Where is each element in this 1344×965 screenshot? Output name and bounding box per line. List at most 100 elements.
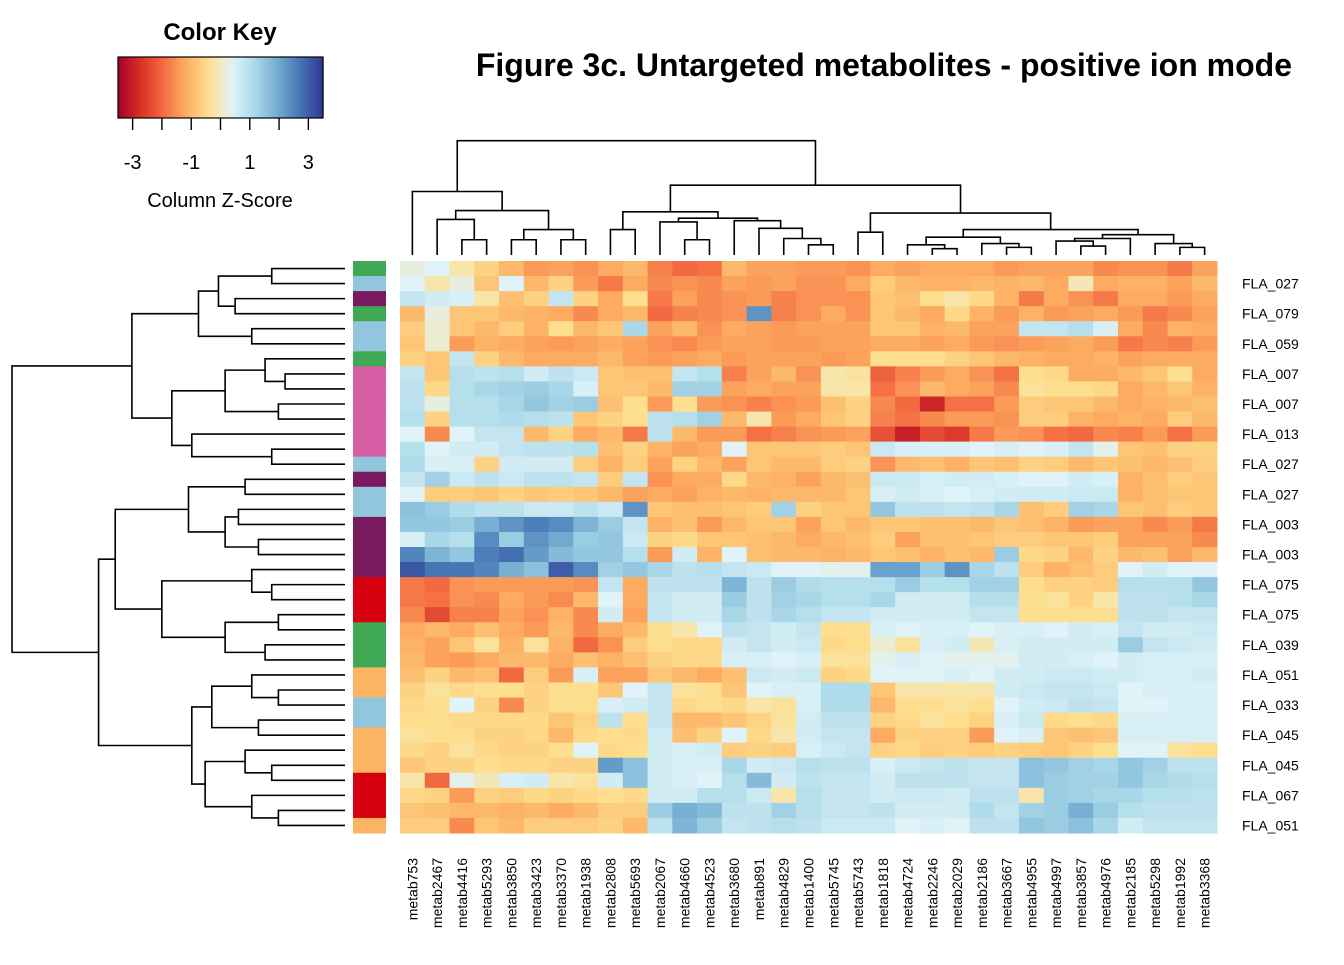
heatmap-cell <box>647 682 673 699</box>
heatmap-cell <box>969 366 995 382</box>
column-label: metab3368 <box>1197 858 1213 928</box>
heatmap-cell <box>449 336 475 352</box>
heatmap-cell <box>721 787 748 804</box>
heatmap-cell <box>647 757 673 774</box>
heatmap-cell <box>573 441 599 458</box>
heatmap-cell <box>721 592 748 608</box>
heatmap-cell <box>820 456 847 473</box>
heatmap-cell <box>870 562 896 578</box>
heatmap-cell <box>944 306 970 322</box>
heatmap-cell <box>573 712 599 729</box>
heatmap-cell <box>1018 351 1045 367</box>
heatmap-cell <box>1018 742 1045 759</box>
heatmap-cell <box>994 291 1020 307</box>
heatmap-cell <box>969 291 995 307</box>
heatmap-cell <box>697 471 723 488</box>
color-key-swatch <box>138 57 143 118</box>
color-key-swatch <box>124 57 129 118</box>
heatmap-cell <box>598 501 624 518</box>
heatmap-cell <box>1068 486 1094 503</box>
heatmap-cell <box>424 396 451 413</box>
heatmap-cell <box>622 577 649 593</box>
heatmap-cell <box>697 456 723 473</box>
heatmap-cell <box>474 396 500 413</box>
heatmap-cell <box>647 441 673 458</box>
heatmap-cell <box>1167 607 1193 623</box>
heatmap-cell <box>598 817 624 834</box>
heatmap-cell <box>1018 682 1045 699</box>
heatmap-cell <box>1167 712 1193 729</box>
heatmap-cell <box>721 486 748 503</box>
heatmap-cell <box>771 697 797 714</box>
heatmap-cell <box>622 441 649 458</box>
row-dendrogram-branch <box>191 706 212 785</box>
heatmap-cell <box>672 411 698 428</box>
heatmap-cell <box>548 351 574 367</box>
heatmap-cell <box>1192 742 1218 759</box>
heatmap-cell <box>721 366 748 382</box>
heatmap-cell <box>721 291 748 307</box>
color-key-swatch <box>213 57 218 118</box>
side-color-cell <box>353 772 386 789</box>
heatmap-cell <box>895 411 921 428</box>
heatmap-cell <box>771 516 797 533</box>
color-key-swatch <box>288 57 293 118</box>
heatmap-cell <box>746 276 772 292</box>
heatmap-cell <box>1093 577 1119 593</box>
heatmap-cell <box>820 516 847 533</box>
heatmap-cell <box>969 727 995 744</box>
heatmap-cell <box>796 276 822 292</box>
heatmap-cell <box>499 772 525 789</box>
heatmap-cell <box>1093 336 1119 352</box>
row-dendrogram <box>11 267 345 827</box>
heatmap-cell <box>796 321 822 337</box>
row-dendrogram-branch <box>270 583 345 601</box>
heatmap-cell <box>647 276 673 292</box>
row-dendrogram-branch <box>114 508 189 610</box>
side-color-cell <box>353 817 386 834</box>
heatmap-cell <box>895 592 921 608</box>
heatmap-cell <box>1117 411 1144 428</box>
heatmap-cell <box>919 291 946 307</box>
heatmap-cell <box>1192 261 1218 277</box>
heatmap-cell <box>820 712 847 729</box>
heatmap-cell <box>1093 637 1119 653</box>
color-key-swatch <box>206 57 211 118</box>
heatmap-cell <box>771 622 797 638</box>
heatmap-cell <box>548 607 574 623</box>
column-label: metab3667 <box>999 858 1015 928</box>
heatmap-cell <box>820 486 847 503</box>
heatmap-cell <box>400 261 426 277</box>
heatmap-cell <box>895 321 921 337</box>
color-key-swatch <box>264 57 269 118</box>
side-color-cell <box>353 697 386 714</box>
heatmap-cell <box>721 501 748 518</box>
heatmap-cell <box>1142 727 1168 744</box>
heatmap-cell <box>771 652 797 668</box>
heatmap-cell <box>771 547 797 563</box>
heatmap-cell <box>944 291 970 307</box>
column-label: metab891 <box>751 858 767 920</box>
heatmap-cell <box>672 547 698 563</box>
heatmap-cell <box>573 396 599 413</box>
heatmap-cell <box>1167 471 1193 488</box>
heatmap-cell <box>622 727 649 744</box>
heatmap-cell <box>994 501 1020 518</box>
heatmap-cell <box>895 456 921 473</box>
side-color-cell <box>353 712 386 729</box>
heatmap-cell <box>647 742 673 759</box>
heatmap-cell <box>1018 501 1045 518</box>
heatmap-cell <box>598 291 624 307</box>
heatmap-cell <box>1192 667 1218 683</box>
heatmap-cell <box>746 411 772 428</box>
heatmap-cell <box>1142 456 1168 473</box>
heatmap-cell <box>449 712 475 729</box>
row-dendrogram-branch <box>224 516 259 548</box>
column-dendrogram <box>411 139 1206 255</box>
heatmap-cell <box>796 306 822 322</box>
column-dendrogram-branch <box>807 244 835 255</box>
heatmap-cell <box>796 426 822 443</box>
heatmap-cell <box>697 637 723 653</box>
heatmap-cell <box>1142 291 1168 307</box>
column-label: metab4660 <box>677 858 693 928</box>
